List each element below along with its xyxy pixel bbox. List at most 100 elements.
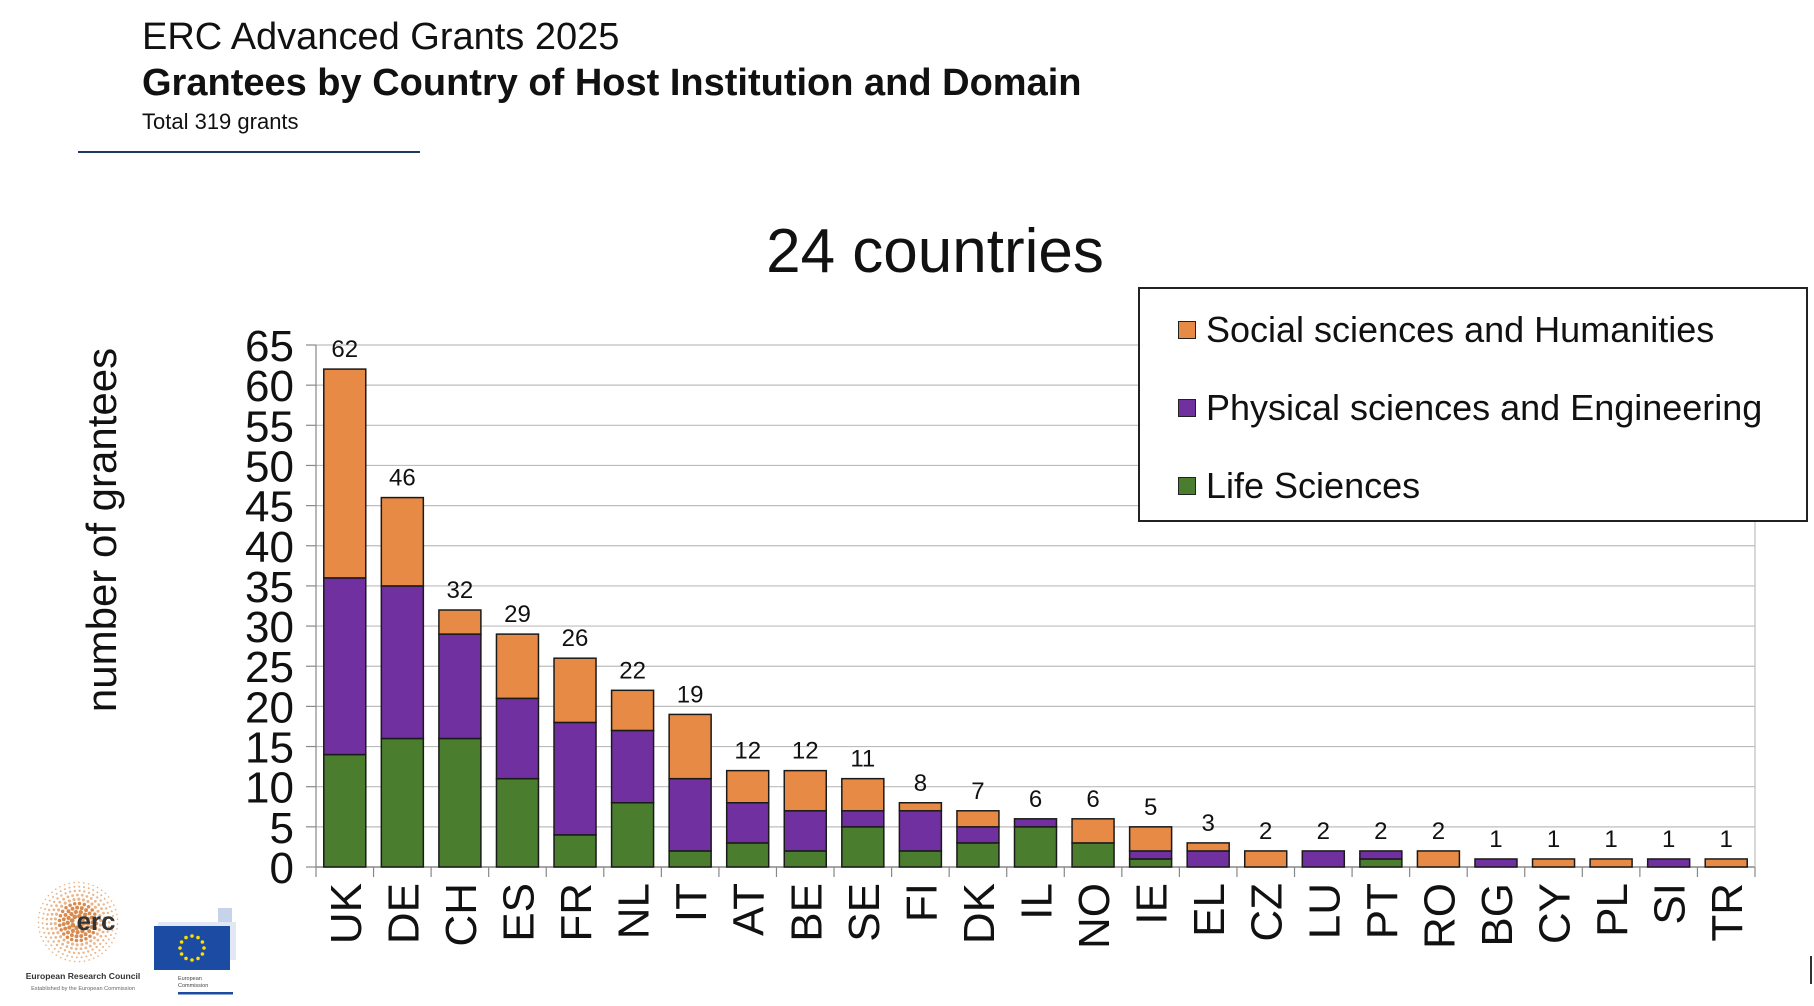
erc-dot <box>96 891 99 894</box>
erc-dot <box>70 942 75 946</box>
erc-dot <box>66 954 69 957</box>
legend-label-ssh: Social sciences and Humanities <box>1206 309 1715 350</box>
eu-star <box>184 935 188 940</box>
bar-total-label: 7 <box>971 778 984 805</box>
erc-dot <box>82 951 85 954</box>
bar-total-label: 3 <box>1202 810 1215 837</box>
erc-dot <box>51 951 54 954</box>
erc-dot <box>90 920 95 925</box>
bar-segment <box>1071 818 1115 844</box>
erc-dot <box>54 936 58 939</box>
bar-segment <box>553 657 597 724</box>
erc-dot <box>84 946 88 950</box>
erc-dot <box>61 942 64 946</box>
erc-dot <box>63 949 67 952</box>
eu-star <box>190 958 194 962</box>
erc-dot <box>78 960 81 963</box>
erc-dot <box>79 938 84 943</box>
erc-dot <box>87 887 90 890</box>
eu-star <box>196 956 200 961</box>
erc-dot <box>75 905 80 910</box>
x-tick-label: NL <box>610 883 659 939</box>
bar-segment <box>898 850 943 868</box>
erc-dot <box>92 893 95 896</box>
bar-total-label: 11 <box>850 746 875 773</box>
bar-segment <box>841 826 885 868</box>
erc-dot <box>74 934 79 939</box>
erc-dot <box>55 892 58 895</box>
erc-dot <box>60 894 63 897</box>
bar-segment <box>725 842 770 868</box>
erc-dot <box>51 895 55 899</box>
y-tick-label: 60 <box>245 362 294 411</box>
erc-dot <box>50 912 54 916</box>
legend-item-ls: Life Sciences <box>1178 465 1420 507</box>
erc-dot <box>41 917 44 920</box>
bar-segment <box>841 777 885 812</box>
x-tick-label: IL <box>1013 883 1062 920</box>
erc-dot <box>82 902 87 907</box>
y-tick-label: 5 <box>270 804 294 853</box>
erc-dot <box>90 908 94 912</box>
erc-dot <box>73 885 76 888</box>
legend-swatch-ssh <box>1178 321 1196 339</box>
erc-dot <box>84 937 88 941</box>
erc-dot <box>96 886 99 889</box>
x-tick-label: IT <box>667 883 716 922</box>
x-tick-label: CZ <box>1243 883 1292 942</box>
erc-dot <box>99 942 102 946</box>
erc-dot <box>98 949 101 952</box>
erc-dot <box>85 916 90 921</box>
erc-dot <box>63 901 67 905</box>
x-tick-label: RO <box>1415 883 1464 949</box>
erc-dot <box>60 909 65 914</box>
eu-star <box>178 946 182 950</box>
erc-dot <box>85 955 88 958</box>
erc-dot <box>94 921 99 926</box>
erc-dot <box>78 924 84 930</box>
slide-edge-mark <box>1810 956 1812 984</box>
bar-segment <box>1531 858 1576 868</box>
erc-dot <box>113 937 115 940</box>
x-tick-label: SI <box>1646 883 1695 925</box>
erc-dot <box>48 908 51 912</box>
erc-dot <box>80 956 83 959</box>
erc-dot <box>85 895 89 898</box>
erc-dot <box>104 949 107 952</box>
erc-dot <box>105 942 108 945</box>
erc-dot <box>62 897 65 901</box>
bar-segment <box>841 810 885 828</box>
erc-dot <box>104 935 108 938</box>
erc-dot <box>69 933 74 938</box>
erc-dot <box>89 953 93 956</box>
bar-segment <box>1301 850 1346 868</box>
bar-total-label: 2 <box>1259 818 1272 845</box>
erc-dot <box>74 925 79 931</box>
erc-dot <box>106 901 109 904</box>
erc-dot <box>91 948 94 951</box>
erc-dot <box>114 908 117 911</box>
erc-dot <box>90 902 94 906</box>
erc-dot <box>43 931 46 934</box>
erc-dot <box>44 936 48 939</box>
erc-dot <box>71 894 74 897</box>
erc-dot <box>75 930 80 935</box>
erc-dot <box>112 924 115 927</box>
bar-total-label: 5 <box>1144 794 1157 821</box>
erc-dot <box>102 939 105 942</box>
erc-dot <box>95 945 98 949</box>
bar-segment <box>1704 858 1748 868</box>
erc-dot <box>55 904 58 908</box>
erc-dot <box>89 915 94 920</box>
erc-dot <box>47 894 50 897</box>
bar-segment <box>956 810 1000 828</box>
erc-dot <box>60 904 64 908</box>
erc-dot <box>52 908 56 912</box>
erc-dot <box>65 920 70 925</box>
bar-total-label: 12 <box>734 738 761 765</box>
erc-dot <box>86 904 91 909</box>
bar-segment <box>1013 826 1058 868</box>
chart-subtitle: 24 countries <box>766 217 1104 286</box>
erc-dot <box>66 930 70 935</box>
bar-segment <box>956 842 1000 868</box>
